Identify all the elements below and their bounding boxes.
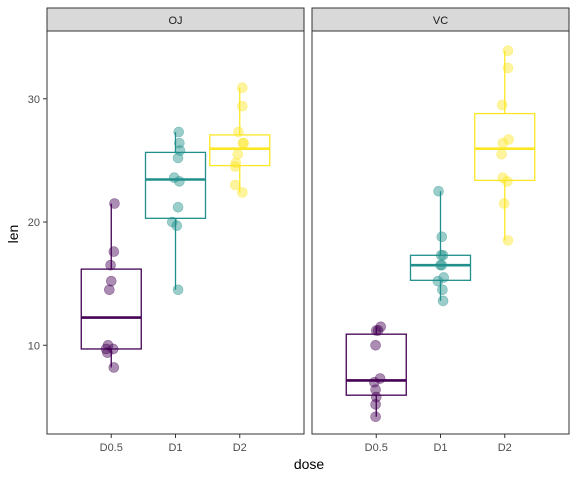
data-point <box>237 100 248 112</box>
box <box>409 254 472 281</box>
data-point <box>238 137 249 149</box>
data-point <box>174 145 186 156</box>
data-point <box>172 284 184 296</box>
box-group-d0-5 <box>80 198 142 373</box>
data-point <box>375 321 387 333</box>
data-point <box>498 198 510 209</box>
data-point <box>502 176 513 187</box>
x-tick-label: D1 <box>433 442 447 454</box>
data-point <box>496 99 508 111</box>
box-group-d1 <box>144 126 207 296</box>
data-point <box>108 362 120 373</box>
y-tick-label: 30 <box>28 94 40 106</box>
data-point <box>102 347 113 358</box>
x-tick-label: D0.5 <box>365 442 388 454</box>
data-point <box>497 137 509 149</box>
x-tick-label: D0.5 <box>100 442 123 454</box>
data-point <box>370 411 381 423</box>
data-point <box>104 284 115 296</box>
y-axis: 10 20 30 <box>28 94 47 352</box>
data-point <box>108 246 120 257</box>
data-point <box>237 137 249 149</box>
data-point <box>229 161 241 172</box>
data-point <box>173 126 185 138</box>
box-group-d2 <box>209 82 271 198</box>
y-tick-label: 20 <box>28 217 40 229</box>
box <box>474 112 536 182</box>
data-point <box>435 249 447 261</box>
data-point <box>230 157 242 169</box>
y-axis-title: len <box>5 225 21 244</box>
data-point <box>229 179 241 191</box>
data-point <box>102 339 114 351</box>
data-point <box>502 45 514 57</box>
data-point <box>503 134 514 145</box>
data-point <box>168 172 180 183</box>
facet-strip-label: OJ <box>168 15 182 27</box>
data-point <box>438 272 450 283</box>
data-point <box>172 152 184 164</box>
data-point <box>232 148 244 160</box>
x-tick-label: D2 <box>233 442 247 454</box>
data-point <box>437 249 449 261</box>
data-point <box>433 185 444 197</box>
data-point <box>105 259 116 271</box>
data-point <box>237 82 248 93</box>
data-point <box>374 373 386 384</box>
data-point <box>369 376 380 388</box>
data-point <box>370 399 381 410</box>
box-group-d1 <box>409 185 472 307</box>
data-point <box>237 187 248 198</box>
data-point <box>100 343 112 355</box>
data-point <box>436 231 448 243</box>
data-point <box>502 235 514 246</box>
data-point <box>496 148 507 160</box>
data-point <box>174 137 185 149</box>
box <box>345 333 407 396</box>
box <box>80 268 142 350</box>
data-point <box>370 339 381 351</box>
y-tick-label: 10 <box>28 340 40 352</box>
x-tick-label: D1 <box>168 442 182 454</box>
data-point <box>233 126 244 138</box>
x-axis-title: dose <box>294 456 325 472</box>
box-group-d2 <box>474 45 536 246</box>
facet-panel-vc: VC D0.5 D1 D2 <box>311 7 570 454</box>
data-point <box>370 325 382 336</box>
data-point <box>497 172 509 183</box>
data-point <box>435 259 446 271</box>
data-point <box>171 220 183 232</box>
data-point <box>436 259 448 271</box>
data-point <box>437 284 448 296</box>
data-point <box>372 325 384 336</box>
data-point <box>105 275 117 287</box>
data-point <box>166 216 178 228</box>
box <box>209 134 271 167</box>
data-point <box>174 176 185 187</box>
data-point <box>370 384 381 395</box>
data-point <box>172 201 184 213</box>
data-point <box>502 62 514 74</box>
data-point <box>432 275 444 287</box>
facet-strip-label: VC <box>433 15 448 27</box>
data-point <box>370 391 382 403</box>
data-point <box>107 343 119 355</box>
facet-panel-oj: OJ D0.5 D1 D2 <box>46 7 305 454</box>
box <box>144 151 207 219</box>
data-point <box>109 198 120 209</box>
box-group-d0-5 <box>345 321 407 423</box>
data-point <box>437 295 449 307</box>
panels: OJ D0.5 D1 D2 VC D0.5 D1 D2 <box>46 7 570 454</box>
x-tick-label: D2 <box>498 442 512 454</box>
